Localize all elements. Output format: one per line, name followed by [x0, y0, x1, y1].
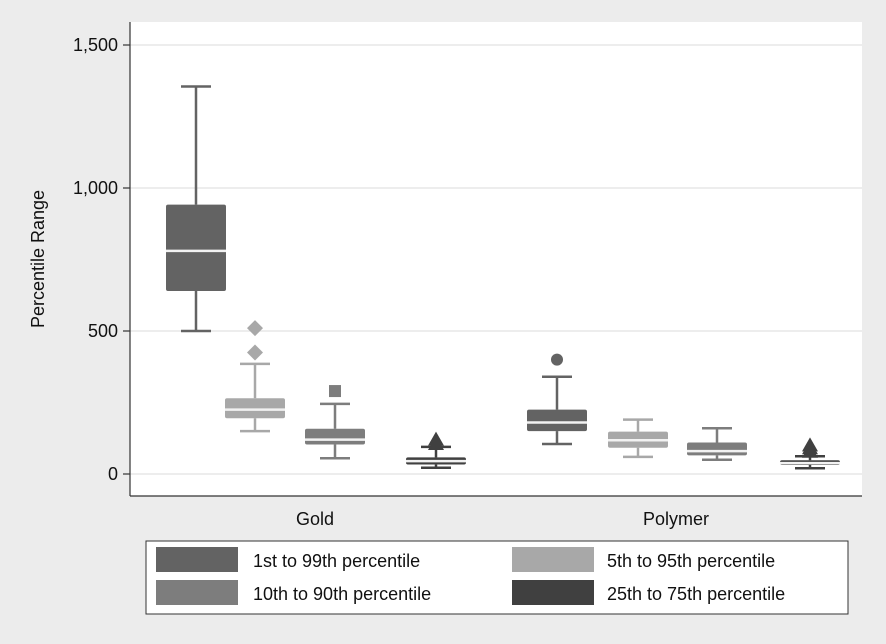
- outlier-marker: [247, 344, 263, 361]
- x-tick-labels: Gold Polymer: [296, 509, 709, 529]
- outlier-marker: [802, 437, 818, 452]
- box-body: [225, 398, 285, 419]
- box-body: [527, 409, 587, 432]
- legend-frame: [145, 540, 849, 615]
- outlier-marker: [428, 431, 444, 446]
- legend-swatch-5th-95th: [512, 547, 594, 572]
- legend-label-25th-75th: 25th to 75th percentile: [607, 584, 785, 604]
- legend-swatch-25th-75th: [512, 580, 594, 605]
- y-tick-label: 1,500: [73, 35, 118, 55]
- x-tick-label-polymer: Polymer: [643, 509, 709, 529]
- y-tick-label: 0: [108, 464, 118, 484]
- outlier-marker: [551, 353, 563, 366]
- box-body: [305, 428, 365, 445]
- legend-swatch-1st-99th: [156, 547, 238, 572]
- outlier-marker: [247, 320, 263, 337]
- box-body: [687, 442, 747, 456]
- legend-label-1st-99th: 1st to 99th percentile: [253, 551, 420, 571]
- legend-label-10th-90th: 10th to 90th percentile: [253, 584, 431, 604]
- plot-area: [130, 22, 862, 496]
- y-tick-label: 500: [88, 321, 118, 341]
- box-body: [166, 204, 226, 291]
- legend: 1st to 99th percentile 5th to 95th perce…: [145, 540, 849, 615]
- outlier-marker: [329, 385, 341, 398]
- y-axis-title: Percentile Range: [28, 190, 48, 328]
- boxes-layer: [166, 85, 840, 470]
- y-tick-label: 1,000: [73, 178, 118, 198]
- legend-swatch-10th-90th: [156, 580, 238, 605]
- x-tick-label-gold: Gold: [296, 509, 334, 529]
- legend-label-5th-95th: 5th to 95th percentile: [607, 551, 775, 571]
- y-ticks: 0 500 1,000 1,500: [73, 35, 130, 484]
